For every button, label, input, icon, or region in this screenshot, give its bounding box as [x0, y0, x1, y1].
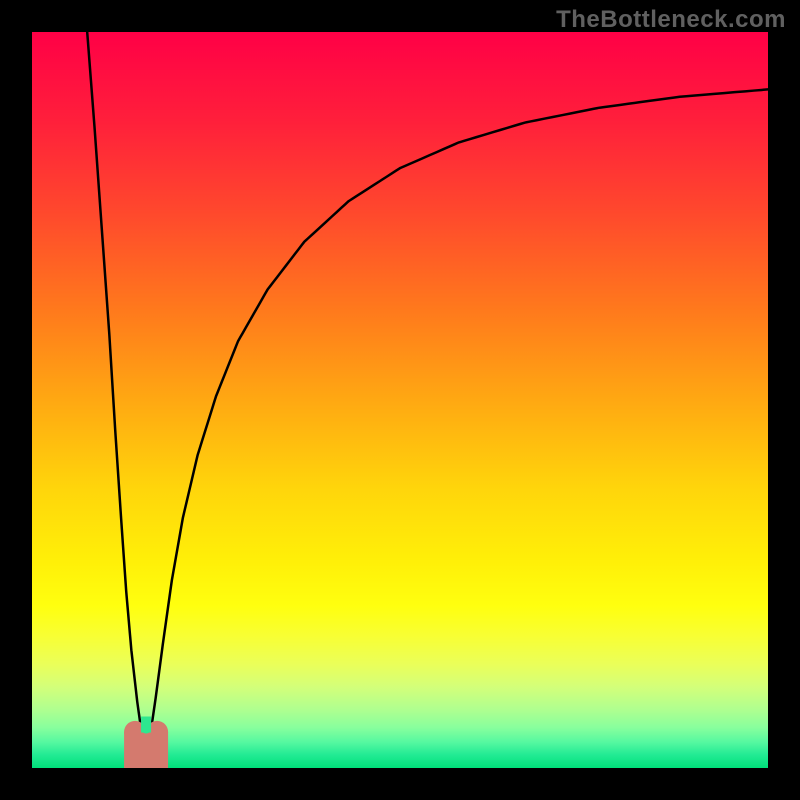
chart-container: TheBottleneck.com [0, 0, 800, 800]
chart-svg [0, 0, 800, 800]
foot-marker [124, 717, 168, 768]
watermark-text: TheBottleneck.com [556, 6, 786, 34]
plot-background [32, 32, 768, 768]
